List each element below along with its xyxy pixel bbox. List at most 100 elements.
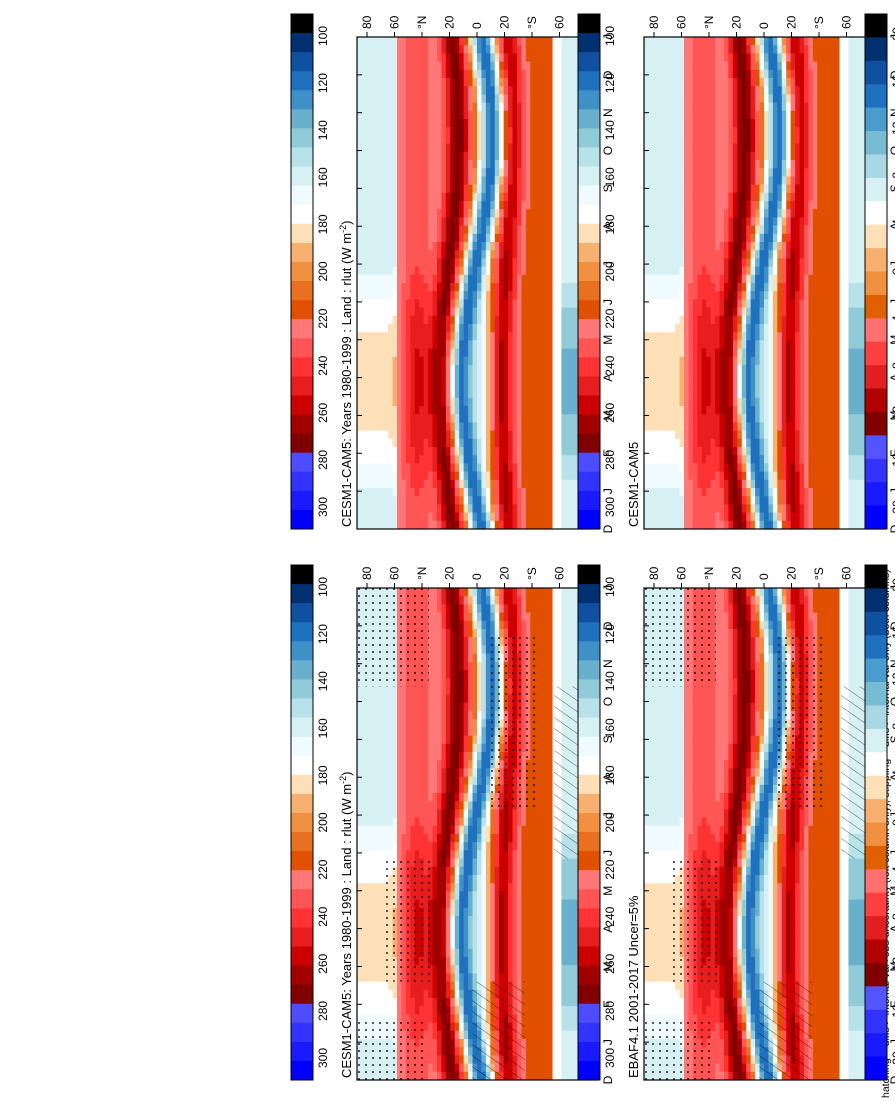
- heatmap-cell: [463, 915, 469, 925]
- heatmap-cell: [719, 669, 725, 679]
- heatmap-cell: [732, 1063, 738, 1072]
- heatmap-cell: [724, 718, 729, 728]
- heatmap-cell: [401, 686, 407, 695]
- heatmap-cell: [357, 923, 362, 933]
- heatmap-cell: [437, 702, 442, 711]
- heatmap-cell: [485, 964, 491, 974]
- heatmap-cell: [652, 702, 658, 711]
- heatmap-cell: [724, 628, 729, 638]
- heatmap-cell: [741, 653, 747, 662]
- heatmap-cell: [719, 809, 725, 818]
- heatmap-cell: [732, 964, 738, 974]
- heatmap-cell: [741, 841, 747, 851]
- heatmap-cell: [463, 1054, 469, 1064]
- heatmap-cell: [450, 1071, 456, 1080]
- heatmap-cell: [365, 710, 371, 720]
- heatmap-cell: [570, 645, 576, 654]
- heatmap-cell: [410, 784, 416, 793]
- heatmap-cell: [365, 751, 371, 761]
- heatmap-cell: [679, 817, 685, 826]
- heatmap-cell: [468, 825, 473, 834]
- heatmap-cell: [737, 595, 743, 605]
- heatmap-cell: [732, 628, 738, 638]
- heatmap-cell: [741, 923, 747, 933]
- heatmap-cell: [530, 1038, 536, 1048]
- heatmap-cell: [548, 1071, 553, 1080]
- heatmap-cell: [539, 825, 545, 834]
- heatmap-cell: [688, 817, 694, 826]
- heatmap-cell: [741, 1030, 747, 1039]
- heatmap-cell: [759, 882, 765, 892]
- heatmap-cell: [543, 743, 549, 752]
- heatmap-cell: [530, 858, 536, 867]
- heatmap-cell: [755, 636, 760, 646]
- y-tick-label: 60: [553, 566, 567, 580]
- heatmap-cell: [414, 825, 420, 834]
- heatmap-cell: [644, 858, 649, 867]
- heatmap-cell: [428, 776, 433, 785]
- heatmap-cell: [543, 858, 549, 867]
- heatmap-cell: [644, 686, 649, 695]
- heatmap-cell: [675, 833, 680, 843]
- heatmap-cell: [508, 948, 513, 957]
- heatmap-cell: [445, 874, 451, 884]
- heatmap-cell: [755, 686, 760, 695]
- heatmap-cell: [732, 1071, 738, 1080]
- heatmap-cell: [644, 710, 649, 720]
- heatmap-cell: [543, 923, 549, 933]
- heatmap-cell: [724, 1013, 729, 1023]
- heatmap-cell: [477, 587, 482, 597]
- heatmap-cell: [485, 809, 491, 818]
- heatmap-cell: [397, 776, 402, 785]
- heatmap-cell: [565, 677, 571, 687]
- heatmap-cell: [648, 768, 654, 777]
- heatmap-cell: [741, 751, 747, 761]
- heatmap-cell: [357, 776, 362, 785]
- heatmap-cell: [437, 751, 442, 761]
- heatmap-cell: [565, 866, 571, 875]
- heatmap-cell: [481, 899, 487, 908]
- heatmap-cell: [494, 874, 500, 884]
- heatmap-cell: [552, 612, 558, 621]
- heatmap-cell: [490, 882, 496, 892]
- heatmap-cell: [494, 850, 500, 859]
- heatmap-cell: [548, 694, 553, 703]
- heatmap-cell: [548, 784, 553, 793]
- heatmap-cell: [405, 694, 411, 703]
- heatmap-cell: [755, 718, 760, 728]
- heatmap-cell: [552, 907, 558, 916]
- heatmap-cell: [724, 858, 729, 867]
- heatmap-cell: [450, 866, 456, 875]
- heatmap-cell: [565, 661, 571, 670]
- heatmap-cell: [388, 751, 393, 761]
- heatmap-cell: [737, 710, 743, 720]
- heatmap-cell: [732, 899, 738, 908]
- colorbar-swatch: [291, 564, 313, 585]
- heatmap-cell: [741, 604, 747, 613]
- heatmap-cell: [392, 776, 398, 785]
- heatmap-cell: [450, 686, 456, 695]
- heatmap-cell: [728, 825, 734, 834]
- heatmap-cell: [692, 751, 698, 761]
- heatmap-cell: [701, 981, 707, 990]
- heatmap-cell: [539, 940, 545, 949]
- heatmap-cell: [539, 1022, 545, 1031]
- heatmap-cell: [437, 718, 442, 728]
- heatmap-cell: [732, 915, 738, 925]
- heatmap-cell: [463, 628, 469, 638]
- heatmap-cell: [728, 800, 734, 810]
- heatmap-cell: [450, 1005, 456, 1015]
- heatmap-cell: [423, 1071, 429, 1080]
- heatmap-cell: [539, 759, 545, 769]
- heatmap-cell: [644, 866, 649, 875]
- heatmap-cell: [728, 645, 734, 654]
- heatmap-cell: [565, 997, 571, 1007]
- heatmap-cell: [468, 735, 473, 744]
- heatmap-cell: [675, 784, 680, 793]
- heatmap-cell: [759, 866, 765, 875]
- heatmap-cell: [454, 1046, 460, 1056]
- heatmap-cell: [472, 743, 478, 752]
- heatmap-cell: [755, 759, 760, 769]
- heatmap-cell: [675, 718, 680, 728]
- heatmap-cell: [428, 768, 433, 777]
